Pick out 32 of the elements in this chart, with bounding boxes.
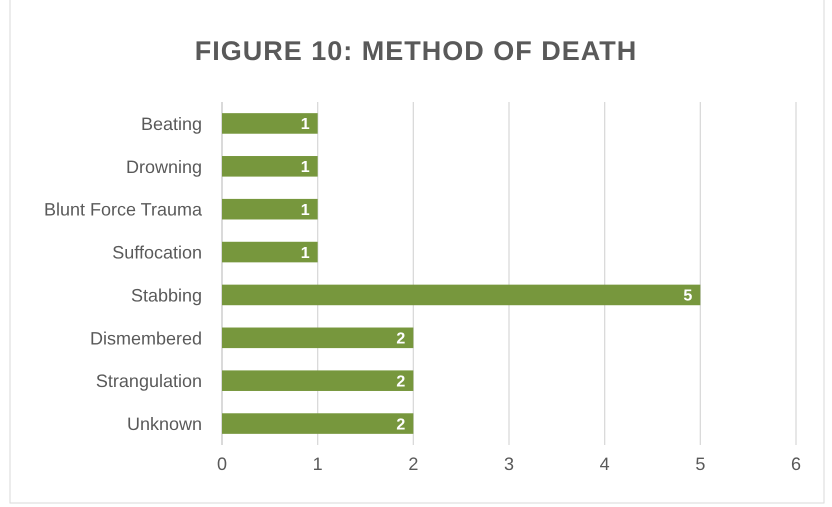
data-label: 1 xyxy=(300,244,310,262)
chart-title: FIGURE 10: METHOD OF DEATH xyxy=(194,36,638,66)
y-tick-label: Beating xyxy=(140,114,202,134)
bar xyxy=(222,198,318,220)
x-tick-label: 2 xyxy=(408,454,418,474)
bar xyxy=(222,328,414,348)
data-label: 1 xyxy=(300,202,310,219)
bar xyxy=(222,370,414,391)
x-tick-label: 1 xyxy=(312,454,323,474)
y-tick-label: Suffocation xyxy=(112,242,202,263)
data-label: 2 xyxy=(396,373,406,390)
bar xyxy=(222,242,318,262)
y-tick-label: Blunt Force Trauma xyxy=(44,200,203,220)
data-label: 2 xyxy=(396,416,406,434)
data-label: 2 xyxy=(396,330,406,348)
data-label: 1 xyxy=(300,159,310,176)
bar xyxy=(222,284,700,306)
y-tick-label: Strangulation xyxy=(96,371,202,392)
x-tick-label: 0 xyxy=(216,454,228,474)
bar xyxy=(222,413,414,434)
data-label: 1 xyxy=(300,116,310,134)
bar xyxy=(222,156,318,177)
y-tick-label: Dismembered xyxy=(90,328,202,348)
x-tick-label: 3 xyxy=(504,454,514,474)
y-tick-label: Drowning xyxy=(126,156,202,177)
y-tick-label: Unknown xyxy=(126,414,202,434)
data-label: 5 xyxy=(683,288,692,305)
x-tick-label: 4 xyxy=(600,454,610,474)
x-tick-label: 6 xyxy=(790,454,802,474)
y-tick-label: Stabbing xyxy=(130,285,202,306)
x-tick-label: 5 xyxy=(695,454,706,474)
bar xyxy=(222,113,318,134)
